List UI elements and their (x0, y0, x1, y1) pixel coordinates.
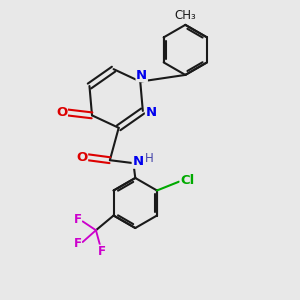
Text: F: F (74, 237, 81, 250)
Text: O: O (56, 106, 67, 119)
Text: O: O (76, 151, 88, 164)
Text: Cl: Cl (180, 174, 194, 187)
Text: CH₃: CH₃ (175, 9, 196, 22)
Text: F: F (74, 213, 81, 226)
Text: F: F (98, 245, 106, 258)
Text: N: N (132, 155, 143, 168)
Text: N: N (136, 69, 147, 82)
Text: N: N (146, 106, 157, 119)
Text: H: H (145, 152, 154, 165)
